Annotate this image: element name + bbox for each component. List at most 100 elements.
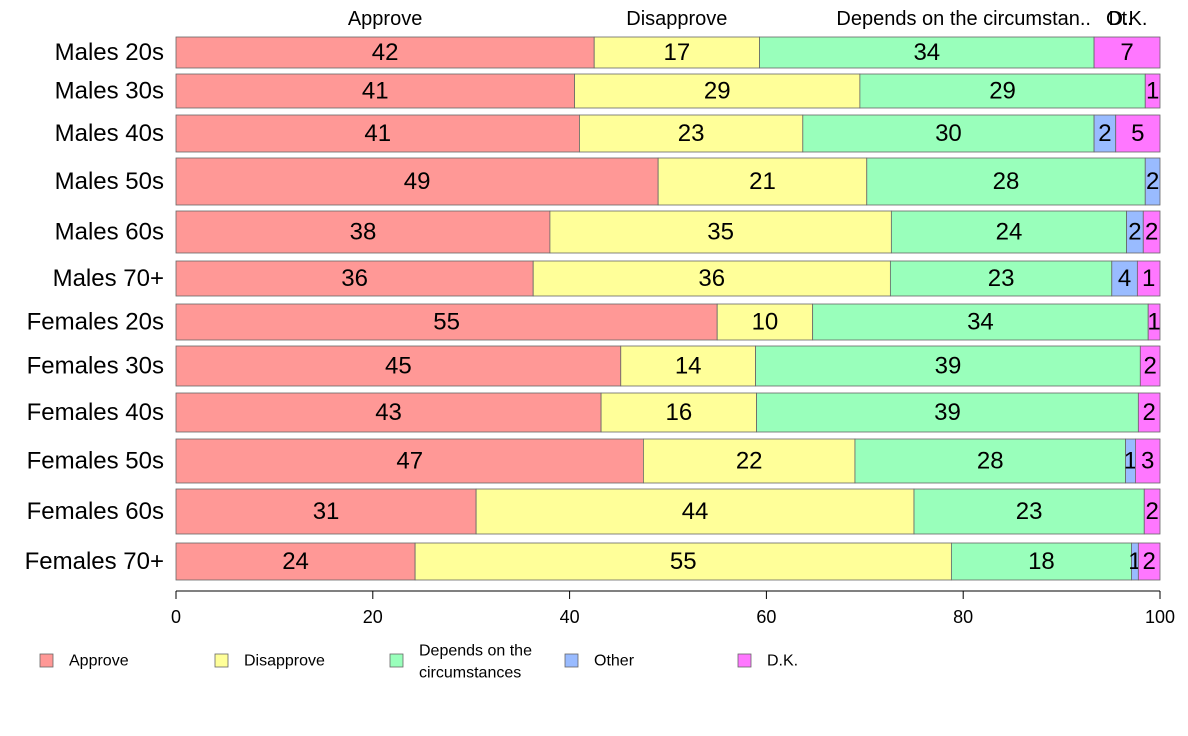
value-label-d-k-females-60s: 2 <box>1145 498 1158 525</box>
bar-approve-females-30s <box>175 345 622 387</box>
legend-label-depends-on-the-circumstances: Depends on the circumstances <box>419 643 532 682</box>
bar-d-k-females-20s <box>1147 303 1161 341</box>
bar-d-k-males-20s <box>1093 36 1161 69</box>
value-label-other-males-50s: 2 <box>1146 168 1159 195</box>
bars: 42 17 34 741 29 29 141 23 30 2 549 21 28 238 35 24 2 236 3… <box>175 36 1161 581</box>
value-label-approve-females-40s: 43 <box>375 399 402 426</box>
value-label-depends-on-the-circumstances-males-20s: 34 <box>913 39 940 66</box>
bar-disapprove-males-30s <box>574 73 861 109</box>
legend-label-other: Other <box>594 653 635 670</box>
bar-disapprove-males-60s <box>549 210 892 254</box>
category-label-males-40s: Males 40s <box>55 120 164 147</box>
value-label-d-k-males-30s: 1 <box>1146 78 1159 105</box>
category-label-females-60s: Females 60s <box>27 498 164 525</box>
bar-depends-on-the-circumstances-females-60s <box>913 488 1145 535</box>
bar-other-males-50s <box>1144 157 1161 206</box>
bar-depends-on-the-circumstances-females-20s <box>812 303 1149 341</box>
bar-disapprove-males-50s <box>657 157 868 206</box>
value-label-approve-males-50s: 49 <box>404 168 431 195</box>
value-label-disapprove-males-30s: 29 <box>704 78 731 105</box>
bar-d-k-females-60s <box>1143 488 1161 535</box>
category-label-females-30s: Females 30s <box>27 353 164 380</box>
value-label-disapprove-females-70: 55 <box>670 548 697 575</box>
value-label-other-males-40s: 2 <box>1098 120 1111 147</box>
bar-d-k-females-50s <box>1135 438 1161 484</box>
bar-d-k-males-60s <box>1142 210 1161 254</box>
x-axis: 0 20 40 60 80 100 <box>171 590 1175 627</box>
value-label-d-k-males-40s: 5 <box>1131 120 1144 147</box>
category-label-females-20s: Females 20s <box>27 309 164 336</box>
value-label-disapprove-females-50s: 22 <box>736 448 763 475</box>
value-label-disapprove-females-60s: 44 <box>682 498 709 525</box>
value-label-depends-on-the-circumstances-females-70: 18 <box>1028 548 1055 575</box>
value-label-d-k-females-40s: 2 <box>1142 399 1155 426</box>
value-label-approve-females-70: 24 <box>282 548 309 575</box>
legend-swatch-other <box>564 653 579 668</box>
category-label-females-70: Females 70+ <box>25 548 164 575</box>
bar-approve-males-60s <box>175 210 551 254</box>
value-label-approve-females-20s: 55 <box>433 309 460 336</box>
bar-depends-on-the-circumstances-males-40s <box>802 114 1095 153</box>
bar-disapprove-females-40s <box>600 392 757 433</box>
category-labels: Males 20s Males 30s Males 40s Males 50s Male… <box>25 39 164 575</box>
value-label-disapprove-females-40s: 16 <box>665 399 692 426</box>
bar-depends-on-the-circumstances-females-40s <box>756 392 1139 433</box>
category-label-females-50s: Females 50s <box>27 448 164 475</box>
bar-d-k-males-70 <box>1136 260 1161 297</box>
value-label-d-k-males-20s: 7 <box>1120 39 1133 66</box>
category-label-males-70: Males 70+ <box>53 265 164 292</box>
bar-approve-males-50s <box>175 157 659 206</box>
value-label-depends-on-the-circumstances-females-60s: 23 <box>1016 498 1043 525</box>
bar-d-k-females-70 <box>1137 542 1161 581</box>
value-label-approve-males-30s: 41 <box>362 78 389 105</box>
value-label-approve-females-50s: 47 <box>396 448 423 475</box>
legend-swatch-d-k <box>737 653 752 668</box>
x-tick-label-80: 80 <box>953 607 973 627</box>
bar-depends-on-the-circumstances-males-70 <box>889 260 1113 297</box>
bar-disapprove-females-60s <box>475 488 915 535</box>
value-label-depends-on-the-circumstances-females-30s: 39 <box>935 353 962 380</box>
value-label-depends-on-the-circumstances-males-70: 23 <box>988 265 1015 292</box>
value-label-d-k-males-60s: 2 <box>1145 219 1158 246</box>
bar-approve-males-70 <box>175 260 534 297</box>
bar-disapprove-females-70 <box>414 542 952 581</box>
value-label-depends-on-the-circumstances-males-40s: 30 <box>935 120 962 147</box>
value-label-disapprove-males-70: 36 <box>698 265 725 292</box>
value-label-disapprove-males-20s: 17 <box>664 39 691 66</box>
value-label-d-k-females-20s: 1 <box>1147 309 1160 336</box>
value-label-approve-males-40s: 41 <box>364 120 391 147</box>
value-label-d-k-females-50s: 3 <box>1141 448 1154 475</box>
top-label-other: Ot. <box>1106 8 1133 30</box>
value-label-depends-on-the-circumstances-females-50s: 28 <box>977 448 1004 475</box>
value-label-approve-females-60s: 31 <box>313 498 340 525</box>
bar-disapprove-males-20s <box>593 36 760 69</box>
legend-label-approve: Approve <box>69 653 129 670</box>
bar-other-males-70 <box>1111 260 1138 297</box>
category-label-males-30s: Males 30s <box>55 78 164 105</box>
bar-approve-females-50s <box>175 438 644 484</box>
bar-approve-females-20s <box>175 303 718 341</box>
value-label-d-k-males-70: 1 <box>1142 265 1155 292</box>
bar-disapprove-females-30s <box>620 345 756 387</box>
bar-depends-on-the-circumstances-females-70 <box>950 542 1132 581</box>
bar-approve-males-40s <box>175 114 580 153</box>
bar-disapprove-females-50s <box>643 438 856 484</box>
value-label-d-k-females-30s: 2 <box>1143 353 1156 380</box>
value-label-depends-on-the-circumstances-females-40s: 39 <box>934 399 961 426</box>
value-label-approve-males-20s: 42 <box>372 39 399 66</box>
category-label-males-20s: Males 20s <box>55 39 164 66</box>
bar-disapprove-males-70 <box>532 260 891 297</box>
value-label-other-males-60s: 2 <box>1128 219 1141 246</box>
bar-approve-females-60s <box>175 488 477 535</box>
value-label-other-males-70: 4 <box>1118 265 1131 292</box>
category-label-males-50s: Males 50s <box>55 168 164 195</box>
top-label-approve: Approve <box>348 8 423 30</box>
legend-swatch-disapprove <box>214 653 229 668</box>
legend: Approve Disapprove Depends on the circumsta… <box>39 643 798 682</box>
value-label-depends-on-the-circumstances-males-30s: 29 <box>989 78 1016 105</box>
value-label-other-females-50s: 1 <box>1124 448 1137 475</box>
category-label-females-40s: Females 40s <box>27 399 164 426</box>
value-label-approve-females-30s: 45 <box>385 353 412 380</box>
x-tick-label-60: 60 <box>756 607 776 627</box>
value-label-depends-on-the-circumstances-males-50s: 28 <box>993 168 1020 195</box>
